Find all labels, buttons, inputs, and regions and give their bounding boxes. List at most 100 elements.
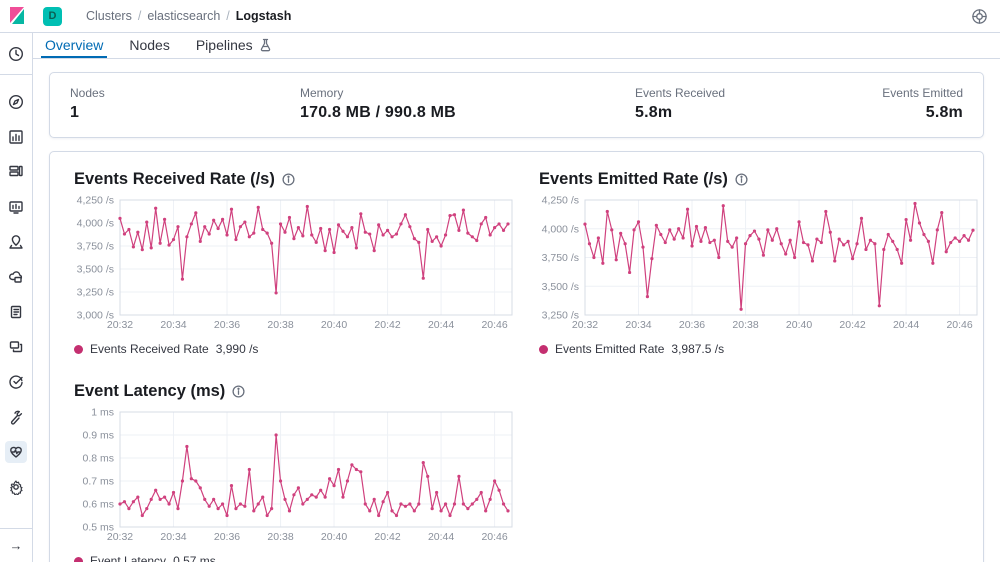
svg-text:20:38: 20:38 [732,319,758,331]
svg-text:20:36: 20:36 [679,319,705,331]
svg-text:20:40: 20:40 [321,319,347,331]
main-content: Nodes 1 Memory 170.8 MB / 990.8 MB Event… [33,59,1000,562]
stat-events-emitted-label: Events Emitted [882,86,963,100]
space-badge[interactable]: D [43,6,62,26]
svg-text:0.5 ms: 0.5 ms [82,522,114,534]
tab-overview[interactable]: Overview [41,37,108,58]
legend-value: 3,990 /s [215,342,259,356]
svg-text:20:42: 20:42 [839,319,865,331]
svg-text:20:40: 20:40 [786,319,812,331]
stat-memory-label: Memory [300,86,344,100]
chart-canvas-events-received[interactable]: 4,250 /s 4,000 /s 3,750 /s 3,500 /s 3,250 /s… [70,195,517,335]
machine-learning-icon[interactable] [5,266,27,288]
info-icon[interactable] [735,173,748,186]
svg-text:3,250 /s: 3,250 /s [77,287,114,299]
legend-value: 0.57 ms [173,554,216,562]
charts-panel: Events Received Rate (/s) 4,250 /s 4,000 … [49,151,984,562]
tab-nodes[interactable]: Nodes [125,37,173,58]
tab-pipelines[interactable]: Pipelines [192,37,276,58]
chart-legend: Events Emitted Rate 3,987.5 /s [535,342,982,356]
top-header: D Clusters / elasticsearch / Logstash [0,0,1000,33]
dashboard-icon[interactable] [5,161,27,183]
svg-text:3,000 /s: 3,000 /s [77,310,114,322]
svg-text:3,750 /s: 3,750 /s [77,241,114,253]
legend-label: Events Received Rate [90,342,209,356]
svg-text:20:44: 20:44 [893,319,919,331]
tab-overview-label: Overview [45,37,104,53]
stat-events-received: Events Received 5.8m [635,86,882,122]
svg-text:20:42: 20:42 [374,531,400,543]
svg-text:3,750 /s: 3,750 /s [542,252,579,264]
app-sidebar: → [0,33,33,562]
svg-text:3,500 /s: 3,500 /s [77,264,114,276]
legend-value: 3,987.5 /s [671,342,725,356]
recently-viewed-icon[interactable] [5,43,27,65]
svg-text:3,500 /s: 3,500 /s [542,281,579,293]
stat-events-received-label: Events Received [635,86,726,100]
stat-nodes: Nodes 1 [70,86,300,122]
chart-events-emitted-rate: Events Emitted Rate (/s) 4,250 /s 4,000 /… [535,170,982,356]
chart-title: Event Latency (ms) [74,382,226,400]
logs-icon[interactable] [5,301,27,323]
svg-text:20:32: 20:32 [572,319,598,331]
metrics-icon[interactable] [5,336,27,358]
svg-text:0.8 ms: 0.8 ms [82,453,114,465]
chart-event-latency: Event Latency (ms) 1 ms 0.9 ms 0.8 ms 0.7 m… [70,382,517,562]
breadcrumb-cluster-name[interactable]: elasticsearch [147,9,221,23]
svg-text:4,250 /s: 4,250 /s [77,195,114,207]
maps-icon[interactable] [5,231,27,253]
breadcrumb: Clusters / elasticsearch / Logstash [86,9,291,23]
svg-text:20:44: 20:44 [428,531,454,543]
chart-title: Events Emitted Rate (/s) [539,170,728,188]
chart-title: Events Received Rate (/s) [74,170,275,188]
svg-text:20:34: 20:34 [160,531,186,543]
management-icon[interactable] [5,476,27,498]
collapse-sidebar-icon[interactable]: → [9,538,23,553]
uptime-icon[interactable] [5,371,27,393]
discover-icon[interactable] [5,91,27,113]
canvas-icon[interactable] [5,196,27,218]
svg-text:20:34: 20:34 [625,319,651,331]
svg-text:1 ms: 1 ms [91,407,114,419]
legend-dot-icon [74,344,83,354]
chart-canvas-events-emitted[interactable]: 4,250 /s 4,000 /s 3,750 /s 3,500 /s 3,250 /s… [535,195,982,335]
svg-text:20:32: 20:32 [107,531,133,543]
svg-text:20:36: 20:36 [214,319,240,331]
chart-legend: Event Latency 0.57 ms [70,554,517,562]
dev-tools-icon[interactable] [5,406,27,428]
svg-text:4,250 /s: 4,250 /s [542,195,579,207]
svg-text:20:42: 20:42 [374,319,400,331]
stat-events-received-value: 5.8m [635,104,673,121]
svg-text:0.9 ms: 0.9 ms [82,430,114,442]
svg-text:20:38: 20:38 [267,531,293,543]
info-icon[interactable] [232,385,245,398]
svg-text:4,000 /s: 4,000 /s [77,218,114,230]
legend-dot-icon [74,556,83,562]
svg-text:20:36: 20:36 [214,531,240,543]
svg-text:4,000 /s: 4,000 /s [542,223,579,235]
svg-text:3,250 /s: 3,250 /s [542,310,579,322]
tab-bar: Overview Nodes Pipelines [33,33,1000,59]
tab-nodes-label: Nodes [129,37,170,53]
stat-events-emitted: Events Emitted 5.8m [882,86,963,122]
info-icon[interactable] [282,173,295,186]
tab-pipelines-label: Pipelines [195,37,253,53]
breadcrumb-clusters[interactable]: Clusters [86,9,132,23]
chart-events-received-rate: Events Received Rate (/s) 4,250 /s 4,000 … [70,170,517,356]
svg-text:20:46: 20:46 [946,319,972,331]
stack-monitoring-icon[interactable] [5,441,27,463]
svg-text:0.7 ms: 0.7 ms [82,476,114,488]
svg-text:20:46: 20:46 [481,531,507,543]
svg-text:20:44: 20:44 [428,319,454,331]
breadcrumb-current: Logstash [235,9,292,23]
svg-text:20:32: 20:32 [107,319,133,331]
kibana-logo[interactable] [0,7,33,25]
legend-label: Events Emitted Rate [555,342,665,356]
stat-nodes-value: 1 [70,104,80,121]
beaker-icon [260,38,270,52]
legend-dot-icon [539,344,548,354]
visualize-icon[interactable] [5,126,27,148]
chart-legend: Events Received Rate 3,990 /s [70,342,517,356]
help-icon[interactable] [971,8,988,25]
